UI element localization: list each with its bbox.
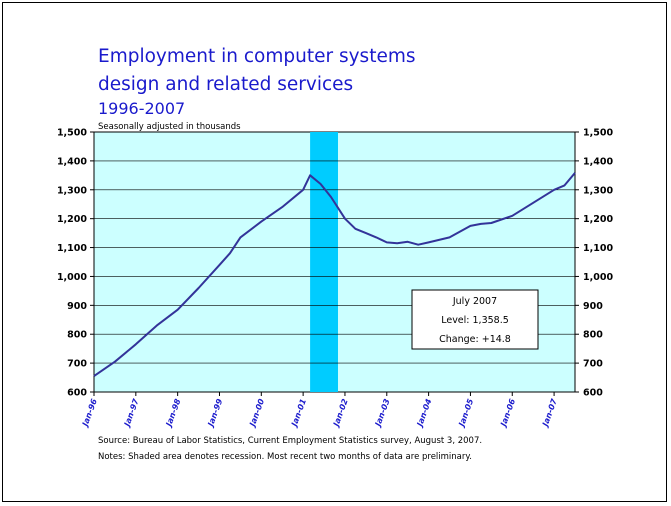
y-tick-label: 800 (583, 330, 603, 341)
y-axis-left: 600 700 800 900 1,000 1,100 1,200 1,300 1,400 1,5… (57, 128, 94, 399)
y-tick-label: 900 (583, 301, 603, 312)
x-tick-label: Jan-00 (247, 397, 266, 429)
x-tick-label: Jan-99 (205, 397, 224, 429)
recession-shading (310, 132, 338, 392)
callout-box (411, 289, 539, 350)
y-tick-label: 1,000 (57, 272, 87, 283)
y-tick-label: 1,300 (57, 185, 87, 196)
y-tick-label: 1,100 (583, 243, 613, 254)
chart-title-line1: Employment in computer systems (98, 46, 416, 67)
y-tick-label: 1,100 (57, 243, 87, 254)
series-line (93, 172, 576, 377)
callout-level: Level: 1,358.5 (441, 315, 509, 326)
y-tick-label: 600 (583, 388, 603, 399)
y-tick-label: 700 (583, 359, 603, 370)
chart-title-line2: design and related services (98, 74, 354, 95)
y-tick-label: 1,200 (583, 214, 613, 225)
source-note: Source: Bureau of Labor Statistics, Curr… (98, 436, 483, 446)
y-tick-label: 1,500 (583, 128, 613, 139)
y-tick-label: 800 (67, 330, 87, 341)
x-tick-label: Jan-97 (122, 397, 141, 429)
y-axis-right: 600 700 800 900 1,000 1,100 1,200 1,300 1,400 1,5… (575, 128, 613, 399)
y-tick-label: 1,300 (583, 185, 613, 196)
x-tick-label: Jan-07 (540, 397, 559, 429)
recession-note: Notes: Shaded area denotes recession. Mo… (98, 452, 472, 462)
gridlines (94, 160, 575, 364)
callout-month: July 2007 (452, 296, 497, 307)
x-tick-label: Jan-06 (498, 397, 517, 429)
x-tick-label: Jan-03 (373, 397, 392, 429)
chart-subtitle: 1996-2007 (98, 99, 186, 118)
y-tick-label: 1,000 (583, 272, 613, 283)
x-tick-label: Jan-98 (164, 397, 183, 429)
x-axis: Jan-96 Jan-97 Jan-98 Jan-99 Jan-00 Jan-01 Jan-… (80, 392, 559, 429)
x-tick-label: Jan-96 (80, 397, 99, 429)
x-tick-label: Jan-04 (415, 397, 434, 429)
y-tick-label: 600 (67, 388, 87, 399)
y-axis-units-label: Seasonally adjusted in thousands (98, 122, 241, 132)
x-tick-label: Jan-05 (456, 397, 475, 429)
y-tick-label: 1,500 (57, 128, 87, 139)
july-2007-callout: July 2007 Level: 1,358.5 Change: +14.8 (411, 289, 539, 350)
x-tick-label: Jan-01 (289, 398, 308, 430)
y-tick-label: 1,400 (57, 156, 87, 167)
x-tick-label: Jan-02 (331, 397, 350, 429)
y-tick-label: 700 (67, 359, 87, 370)
y-tick-label: 1,200 (57, 214, 87, 225)
y-tick-label: 1,400 (583, 156, 613, 167)
y-tick-label: 900 (67, 301, 87, 312)
callout-change: Change: +14.8 (439, 334, 511, 345)
